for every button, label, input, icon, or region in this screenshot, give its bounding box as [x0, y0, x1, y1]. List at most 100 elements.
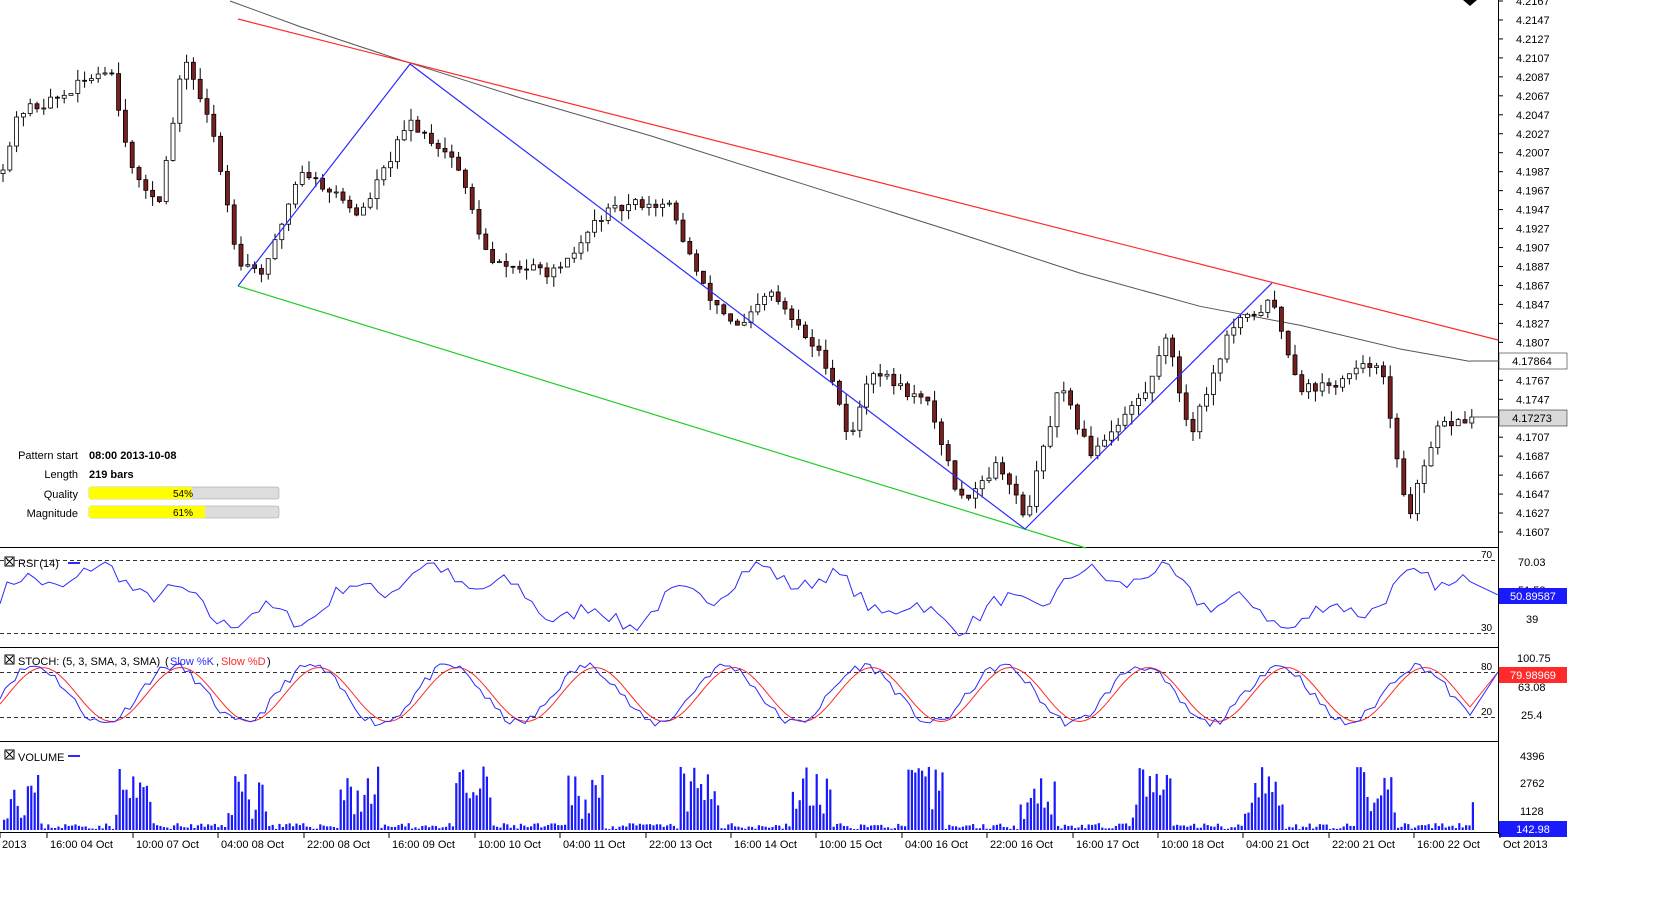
candle: [95, 66, 101, 83]
volume-bar: [186, 827, 189, 830]
candle: [41, 98, 47, 115]
stoch-d-line: [0, 666, 1499, 723]
candle: [775, 285, 781, 305]
volume-bar: [16, 805, 19, 830]
volume-bar: [1359, 767, 1362, 830]
time-tick-label: 22:00 08 Oct: [307, 839, 370, 851]
time-tick-label: 10:00 07 Oct: [136, 839, 199, 851]
volume-bar: [84, 826, 87, 830]
panel-frames: [0, 0, 1499, 834]
volume-bar: [258, 782, 261, 830]
volume-bar: [1298, 829, 1301, 830]
time-tick-label: 22:00 16 Oct: [990, 839, 1053, 851]
volume-collapse-icon[interactable]: [4, 749, 15, 760]
volume-bar: [210, 825, 213, 830]
stoch-80-tick: 80: [1481, 662, 1493, 673]
candle: [714, 300, 720, 314]
candle: [1469, 409, 1475, 429]
candle: [619, 204, 625, 222]
volume-bar: [1471, 802, 1474, 830]
candle: [782, 297, 788, 315]
volume-bar: [672, 825, 675, 830]
menu-arrow-icon[interactable]: [1463, 0, 1477, 6]
volume-label: VOLUME: [18, 752, 64, 764]
volume-bar: [1203, 823, 1206, 830]
candle: [374, 169, 380, 210]
volume-bar: [982, 824, 985, 830]
candle: [1374, 362, 1379, 375]
stoch-level-top: 100.75: [1517, 653, 1551, 665]
time-tick-label: 10:00 18 Oct: [1161, 839, 1224, 851]
volume-bar: [1434, 823, 1437, 830]
volume-bar: [50, 827, 53, 830]
candle: [1013, 475, 1019, 505]
candle: [1353, 360, 1359, 380]
candle: [1034, 460, 1039, 513]
stoch-level-low: 25.4: [1521, 710, 1542, 722]
volume-bar: [1193, 823, 1196, 830]
rsi-level-3: 39: [1526, 614, 1538, 626]
price-tick-label: 4.1687: [1516, 451, 1550, 463]
quality-bar: [89, 487, 192, 499]
volume-bar: [662, 826, 665, 830]
volume-bar: [686, 811, 689, 830]
volume-bar: [9, 799, 12, 830]
magnitude-bar: [89, 506, 205, 518]
volume-bar: [968, 825, 971, 830]
volume-bar: [383, 824, 386, 830]
candle: [1415, 479, 1420, 521]
candle: [809, 329, 815, 358]
volume-bar: [1210, 826, 1213, 830]
candle: [1285, 330, 1291, 359]
volume-bar: [533, 823, 536, 830]
candle: [401, 120, 407, 142]
volume-bar: [254, 809, 257, 830]
candle: [177, 75, 183, 132]
candle: [496, 259, 502, 264]
volume-bar: [77, 825, 80, 830]
candle: [728, 313, 733, 325]
volume-bar: [1339, 828, 1342, 830]
volume-bar: [550, 823, 553, 830]
volume-bar: [734, 826, 737, 830]
volume-bar: [887, 827, 890, 830]
volume-bar: [985, 828, 988, 830]
time-tick-label: 04:00 11 Oct: [563, 839, 625, 851]
candle: [558, 261, 563, 274]
volume-bar: [1261, 767, 1264, 830]
volume-bar: [1182, 825, 1185, 830]
rsi-collapse-icon[interactable]: [4, 556, 15, 567]
volume-bar: [1070, 825, 1073, 830]
volume-bar: [479, 788, 482, 830]
volume-bar: [1206, 825, 1209, 830]
volume-bar: [1118, 823, 1121, 830]
volume-bar: [557, 825, 560, 830]
candle: [360, 202, 366, 216]
volume-bar: [530, 826, 533, 830]
volume-bar: [1050, 814, 1053, 830]
price-tick-label: 4.2167: [1516, 0, 1550, 8]
volume-bar: [322, 825, 325, 830]
candle: [1149, 375, 1155, 402]
volume-bar: [1332, 828, 1335, 830]
volume-bar: [1380, 795, 1383, 830]
volume-bar: [81, 826, 84, 830]
stoch-collapse-icon[interactable]: [4, 654, 15, 665]
volume-bar: [339, 789, 342, 830]
candle: [1272, 290, 1277, 310]
volume-bar: [917, 768, 920, 830]
candle: [830, 359, 835, 386]
volume-bar: [60, 828, 63, 830]
candle: [435, 139, 441, 157]
candle: [986, 467, 992, 484]
candle: [898, 374, 903, 390]
volume-bar: [1318, 824, 1321, 830]
volume-bar: [377, 766, 380, 830]
candle: [82, 71, 87, 88]
candle: [1068, 387, 1073, 410]
volume-bar: [135, 797, 138, 830]
volume-bar: [1403, 823, 1406, 830]
candle: [367, 192, 373, 210]
volume-bar: [1278, 805, 1281, 830]
price-tick-label: 4.1847: [1516, 299, 1550, 311]
